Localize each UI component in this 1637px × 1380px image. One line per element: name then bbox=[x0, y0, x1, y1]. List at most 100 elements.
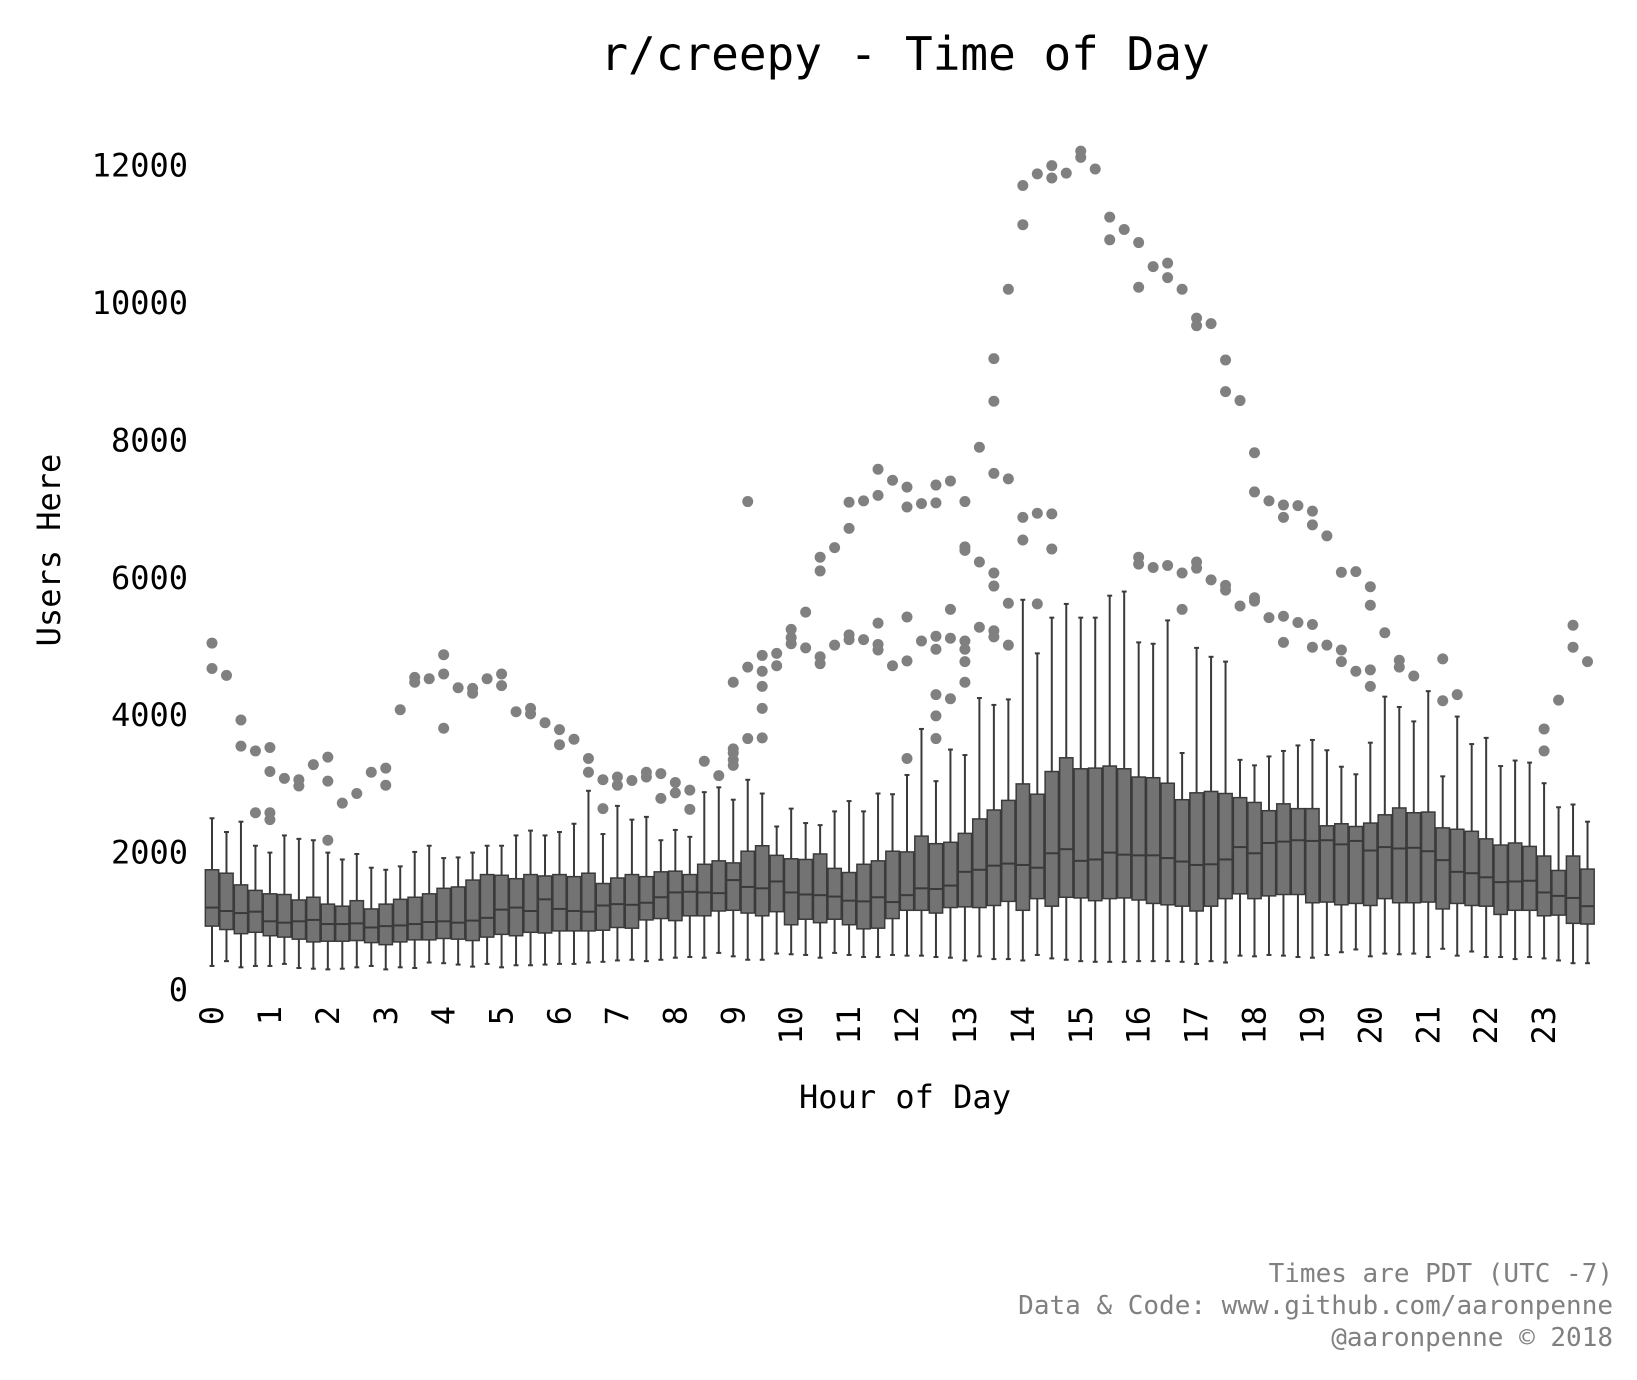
outlier-point bbox=[539, 717, 551, 729]
outlier-point bbox=[1306, 619, 1318, 631]
outlier-point bbox=[1234, 395, 1246, 407]
outlier-point bbox=[727, 676, 739, 688]
outlier-point bbox=[872, 617, 884, 629]
outlier-point bbox=[249, 745, 261, 757]
y-axis-ticks: 0 2000 4000 6000 8000 10000 12000 bbox=[92, 147, 188, 1009]
x-tick-label: 1 bbox=[251, 1006, 289, 1025]
box-iqr bbox=[1058, 757, 1074, 899]
box-hour-bin bbox=[566, 822, 582, 965]
box-iqr bbox=[841, 871, 857, 926]
box-hour-bin bbox=[1029, 652, 1045, 956]
box-iqr bbox=[1247, 801, 1262, 900]
box-iqr bbox=[1015, 783, 1031, 912]
box-hour-bin bbox=[1087, 616, 1103, 963]
box-hour-bin bbox=[682, 835, 698, 959]
box-iqr bbox=[291, 899, 307, 940]
box-hour-bin bbox=[725, 798, 741, 958]
box-iqr bbox=[1522, 845, 1538, 912]
box-hour-bin bbox=[971, 697, 987, 958]
box-hour-bin bbox=[914, 727, 929, 957]
outlier-point bbox=[1104, 234, 1116, 246]
box-iqr bbox=[1276, 803, 1291, 896]
x-tick-label: 12 bbox=[888, 1006, 926, 1045]
box-hour-bin bbox=[754, 792, 770, 961]
box-iqr bbox=[566, 875, 582, 932]
outlier-point bbox=[973, 441, 985, 453]
box-hour-bin bbox=[899, 773, 915, 957]
box-hour-bin bbox=[494, 844, 509, 969]
outlier-point bbox=[771, 647, 783, 659]
outlier-point bbox=[959, 656, 971, 668]
x-tick-label: 19 bbox=[1293, 1006, 1331, 1045]
box-iqr bbox=[349, 899, 365, 942]
box-iqr bbox=[407, 896, 423, 941]
outlier-point bbox=[438, 649, 450, 661]
outlier-point bbox=[959, 541, 971, 553]
box-hour-bin bbox=[1058, 602, 1074, 961]
box-iqr bbox=[1420, 811, 1436, 903]
box-iqr bbox=[1464, 830, 1480, 907]
box-iqr bbox=[1044, 770, 1060, 907]
box-hour-bin bbox=[219, 830, 234, 963]
box-iqr bbox=[812, 853, 828, 924]
box-hour-bin bbox=[827, 810, 843, 954]
outlier-point bbox=[1017, 219, 1029, 231]
box-hour-bin bbox=[1131, 641, 1147, 963]
outlier-point bbox=[915, 498, 927, 510]
box-hour-bin bbox=[465, 851, 481, 968]
box-iqr bbox=[1435, 827, 1451, 910]
outlier-point bbox=[944, 603, 956, 615]
outlier-point bbox=[1364, 581, 1376, 593]
outlier-point bbox=[988, 567, 1000, 579]
outlier-point bbox=[1133, 281, 1145, 293]
outlier-point bbox=[785, 623, 797, 635]
box-iqr bbox=[537, 875, 553, 934]
outlier-point bbox=[742, 496, 754, 508]
x-tick-label: 18 bbox=[1236, 1006, 1274, 1045]
outlier-point bbox=[322, 834, 334, 846]
box-iqr bbox=[494, 874, 509, 936]
box-hour-bin bbox=[523, 829, 538, 967]
box-hour-bin bbox=[1522, 761, 1538, 959]
outlier-point bbox=[438, 722, 450, 734]
box-iqr bbox=[465, 879, 481, 942]
x-tick-label: 5 bbox=[483, 1006, 521, 1025]
outlier-point bbox=[756, 649, 768, 661]
outlier-point bbox=[264, 766, 276, 778]
box-hour-bin bbox=[1507, 759, 1523, 961]
outlier-point bbox=[626, 774, 638, 786]
outlier-point bbox=[887, 474, 899, 486]
x-tick-label: 4 bbox=[425, 1006, 463, 1025]
box-hour-bin bbox=[248, 844, 263, 967]
outlier-point bbox=[944, 632, 956, 644]
outlier-point bbox=[1306, 641, 1318, 653]
box-iqr bbox=[1493, 844, 1509, 916]
box-iqr bbox=[798, 858, 814, 920]
outlier-point bbox=[698, 755, 710, 767]
outlier-point bbox=[1306, 505, 1318, 517]
box-iqr bbox=[1478, 838, 1494, 907]
outlier-point bbox=[1364, 680, 1376, 692]
outlier-point bbox=[1379, 627, 1391, 639]
outlier-point bbox=[1002, 639, 1014, 651]
outlier-point bbox=[1277, 511, 1289, 523]
outlier-point bbox=[1176, 567, 1188, 579]
outlier-point bbox=[1249, 486, 1260, 498]
box-iqr bbox=[914, 835, 929, 912]
outlier-point bbox=[756, 665, 768, 677]
box-iqr bbox=[943, 841, 958, 909]
x-tick-label: 13 bbox=[946, 1006, 984, 1045]
outlier-point bbox=[1220, 386, 1232, 398]
box-iqr bbox=[928, 842, 944, 914]
outlier-point bbox=[467, 682, 479, 694]
outlier-point bbox=[322, 751, 334, 763]
outlier-point bbox=[1437, 695, 1449, 707]
box-hour-bin bbox=[812, 824, 828, 959]
outlier-point bbox=[1220, 354, 1232, 366]
outlier-point bbox=[1321, 639, 1333, 651]
box-hour-bin bbox=[1333, 765, 1349, 954]
outlier-point bbox=[1567, 619, 1579, 631]
x-axis-ticks: 0 1 2 3 4 5 6 7 8 9 10 11 12 13 14 15 16 17 18 19 20 21 22 23 bbox=[193, 1006, 1563, 1045]
box-hour-bin bbox=[349, 852, 365, 969]
